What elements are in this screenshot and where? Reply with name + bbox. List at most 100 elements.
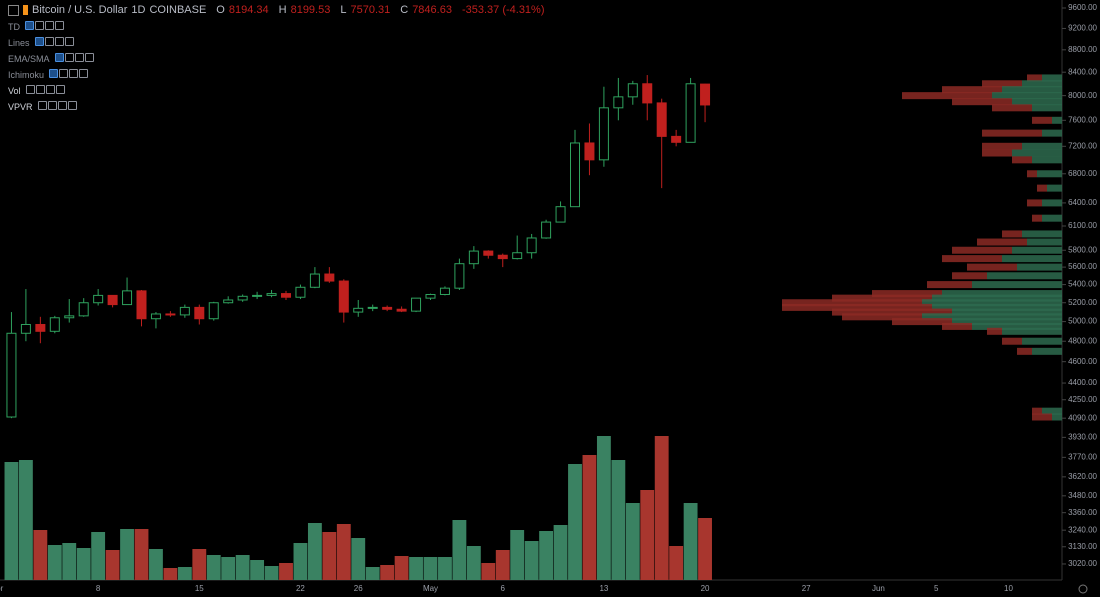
x-tick-label: 20 (701, 584, 710, 593)
volume-bar (33, 530, 48, 580)
y-tick-label: 3770.00 (1068, 452, 1097, 461)
vpvr-down (1027, 199, 1042, 207)
candle-body (353, 307, 364, 313)
volume-bar (62, 543, 77, 580)
vpvr-down (872, 290, 942, 298)
indicator-row[interactable]: Lines (8, 37, 75, 48)
volume-bar (582, 455, 597, 580)
candle-body (627, 83, 638, 98)
volume-bar (365, 567, 380, 580)
indicator-name[interactable]: Lines (8, 37, 30, 48)
indicator-icons[interactable] (25, 85, 66, 96)
indicator-name[interactable]: VPVR (8, 101, 33, 112)
indicator-row[interactable]: Vol (8, 85, 66, 96)
vpvr-up (1022, 230, 1062, 238)
volume-bar (120, 529, 134, 580)
candle-body (382, 306, 393, 310)
vpvr-down (1032, 413, 1052, 421)
candle-body (64, 315, 75, 319)
volume-bar (47, 545, 62, 580)
volume-bar (698, 518, 712, 580)
x-tick-label: 26 (354, 584, 363, 593)
volume-bar (4, 462, 19, 580)
volume-bar (163, 568, 178, 580)
vpvr-down (832, 294, 932, 302)
y-tick-label: 7200.00 (1068, 141, 1097, 150)
volume-bar (568, 464, 582, 580)
volume-bar (279, 563, 293, 580)
vpvr-up (1027, 238, 1062, 246)
candle-body (49, 317, 60, 332)
exchange: COINBASE (149, 4, 207, 16)
indicator-name[interactable]: EMA/SMA (8, 53, 50, 64)
indicator-row[interactable]: Ichimoku (8, 69, 89, 80)
vpvr-down (927, 281, 972, 289)
vpvr-down (987, 327, 1002, 335)
indicator-icons[interactable] (37, 101, 78, 112)
x-tick-label: 10 (1004, 584, 1013, 593)
x-tick-label: Apr (0, 584, 4, 593)
indicator-row[interactable]: EMA/SMA (8, 53, 95, 64)
y-tick-label: 4250.00 (1068, 395, 1097, 404)
vpvr-up (1042, 214, 1062, 222)
vpvr-down (1032, 116, 1052, 124)
candle-body (252, 294, 263, 297)
indicator-icons[interactable] (54, 53, 95, 64)
vpvr-down (982, 129, 1042, 137)
vpvr-down (977, 238, 1027, 246)
volume-bar (452, 520, 467, 580)
symbol-icon (23, 5, 28, 15)
candle-body (468, 250, 479, 265)
candle-body (35, 323, 46, 332)
y-tick-label: 8800.00 (1068, 45, 1097, 54)
symbol-title[interactable]: Bitcoin / U.S. Dollar (32, 4, 128, 16)
candle-body (439, 287, 450, 295)
y-tick-label: 3240.00 (1068, 525, 1097, 534)
candle-body (685, 83, 696, 143)
interval[interactable]: 1D (131, 4, 146, 16)
candle-body (6, 332, 17, 418)
indicator-icons[interactable] (49, 69, 89, 80)
candle-body (512, 252, 523, 260)
ohlc-key: L (340, 4, 347, 16)
vpvr-up (1012, 98, 1062, 106)
candle-body (656, 102, 667, 137)
candle-body (700, 83, 711, 106)
indicator-icons[interactable] (34, 37, 75, 48)
close-value: 7846.63 (412, 4, 452, 16)
candle-body (107, 294, 118, 306)
indicator-name[interactable]: Vol (8, 85, 21, 96)
candle-body (555, 206, 566, 223)
candle-body (295, 286, 306, 298)
vpvr-up (987, 272, 1062, 280)
indicator-icons[interactable] (25, 21, 65, 32)
indicator-row[interactable]: VPVR (8, 101, 78, 112)
indicator-name[interactable]: Ichimoku (8, 69, 45, 80)
volume-bar (611, 460, 626, 580)
indicator-name[interactable]: TD (8, 21, 20, 32)
vpvr-down (952, 246, 1012, 254)
y-tick-label: 9600.00 (1068, 3, 1097, 12)
candle-body (483, 250, 494, 256)
volume-bar (380, 565, 395, 580)
collapse-icon[interactable] (8, 4, 19, 16)
x-tick-label: 15 (195, 584, 204, 593)
vpvr-up (1002, 255, 1062, 263)
volume-bar (466, 546, 481, 580)
volume-bar (149, 549, 163, 580)
y-tick-label: 6100.00 (1068, 221, 1097, 230)
y-tick-label: 8400.00 (1068, 67, 1097, 76)
vpvr-down (942, 322, 972, 330)
indicator-row[interactable]: TD (8, 21, 65, 32)
volume-bar (293, 543, 308, 580)
volume-bar (495, 550, 510, 580)
candle-body (570, 142, 580, 208)
candle-body (425, 293, 436, 299)
vpvr-up (1022, 142, 1062, 150)
settings-icon[interactable] (1078, 584, 1088, 594)
volume-bar (177, 567, 192, 580)
candle-body (266, 293, 277, 296)
y-tick-label: 4600.00 (1068, 357, 1097, 366)
